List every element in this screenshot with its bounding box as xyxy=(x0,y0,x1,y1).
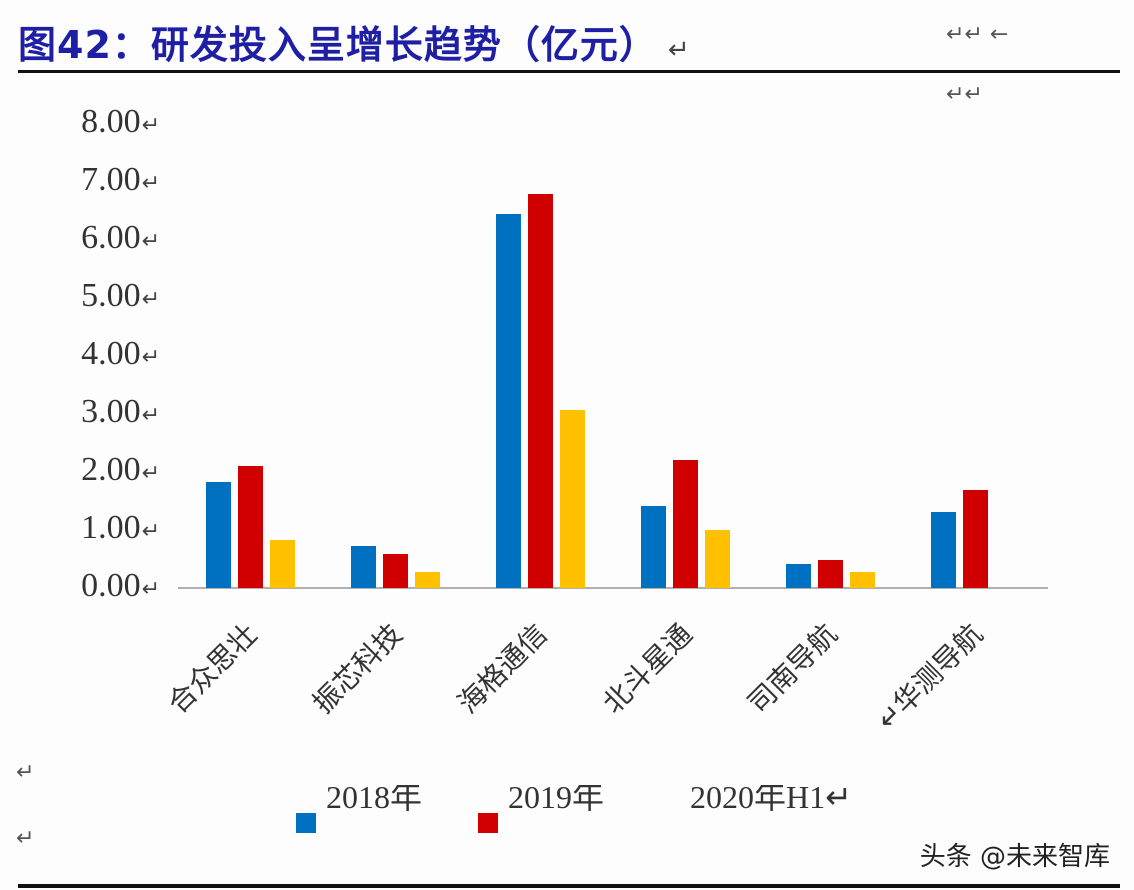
bar xyxy=(705,530,730,588)
y-tick-value: 0.00 xyxy=(81,567,141,604)
legend-label-2018: 2018年 xyxy=(326,785,423,811)
bar xyxy=(850,571,875,588)
bar xyxy=(270,539,295,588)
bar xyxy=(383,553,408,588)
x-tick-label: 海格通信 xyxy=(451,617,554,720)
y-axis: 8.00↵ 7.00↵ 6.00↵ 5.00↵ 4.00↵ 3.00↵ 2.00↵ 1.00↵… xyxy=(0,0,160,604)
chart-title-text: 图42：研发投入呈增长趋势（亿元） xyxy=(18,23,658,67)
y-tick-value: 1.00 xyxy=(81,509,141,546)
bar xyxy=(496,213,521,588)
return-mark-icon: ↵ xyxy=(141,287,160,312)
bar xyxy=(818,560,843,588)
bar xyxy=(786,564,811,588)
x-tick-label: 合众思壮 xyxy=(161,617,264,720)
y-tick-value: 3.00 xyxy=(81,393,141,430)
x-axis-line xyxy=(178,587,1048,589)
x-tick-label: 司南导航 xyxy=(741,617,844,720)
x-tick-label: 北斗星通 xyxy=(596,617,699,720)
bar xyxy=(351,545,376,588)
y-tick-label: 0.00↵ xyxy=(81,567,160,605)
x-tick-label: ↵华测导航 xyxy=(869,617,989,737)
bar xyxy=(238,466,263,588)
y-tick-value: 5.00 xyxy=(81,277,141,314)
y-tick-label: 2.00↵ xyxy=(81,451,160,489)
return-mark-icon: ↵ xyxy=(141,171,160,196)
return-mark-icon: ↵ xyxy=(141,577,160,602)
bar xyxy=(415,571,440,588)
return-mark-icon: ↵ xyxy=(141,461,160,486)
legend-label-2020h1: 2020年H1↵ xyxy=(690,785,852,811)
return-mark-icon: ↵ xyxy=(141,519,160,544)
bar xyxy=(931,512,956,588)
paragraph-mark-left-2: ↵ xyxy=(16,826,35,851)
return-mark-icon: ↵ xyxy=(667,35,691,65)
return-mark-icon: ↵ xyxy=(141,403,160,428)
y-tick-label: 4.00↵ xyxy=(81,335,160,373)
return-mark-icon: ↵ xyxy=(141,113,160,138)
legend-swatch-2019 xyxy=(478,813,498,833)
x-tick-label: 振芯科技 xyxy=(306,617,409,720)
bar xyxy=(560,409,585,588)
legend-label-2019: 2019年 xyxy=(508,785,605,811)
y-tick-label: 1.00↵ xyxy=(81,509,160,547)
chart-title: 图42：研发投入呈增长趋势（亿元） ↵ xyxy=(18,14,691,69)
y-tick-value: 4.00 xyxy=(81,335,141,372)
watermark: 头条 @未来智库 xyxy=(919,842,1110,872)
y-tick-label: 8.00↵ xyxy=(81,103,160,141)
return-mark-icon: ↵ xyxy=(141,345,160,370)
return-mark-icon: ↵ xyxy=(141,229,160,254)
bar xyxy=(963,489,988,588)
y-tick-label: 5.00↵ xyxy=(81,277,160,315)
y-tick-value: 8.00 xyxy=(81,103,141,140)
paragraph-marks-below-rule: ↵↵ xyxy=(946,82,983,107)
legend-swatch-2018 xyxy=(296,813,316,833)
bottom-divider xyxy=(18,884,1120,888)
y-tick-value: 2.00 xyxy=(81,451,141,488)
paragraph-mark-left-1: ↵ xyxy=(16,760,35,785)
y-tick-label: 3.00↵ xyxy=(81,393,160,431)
y-tick-value: 6.00 xyxy=(81,219,141,256)
title-divider xyxy=(18,70,1120,73)
y-tick-value: 7.00 xyxy=(81,161,141,198)
bar xyxy=(206,481,231,588)
y-tick-label: 6.00↵ xyxy=(81,219,160,257)
bar xyxy=(673,459,698,588)
paragraph-marks-top: ↵↵ ← xyxy=(946,22,1009,47)
bar xyxy=(528,194,553,588)
y-tick-label: 7.00↵ xyxy=(81,161,160,199)
bar xyxy=(641,506,666,588)
